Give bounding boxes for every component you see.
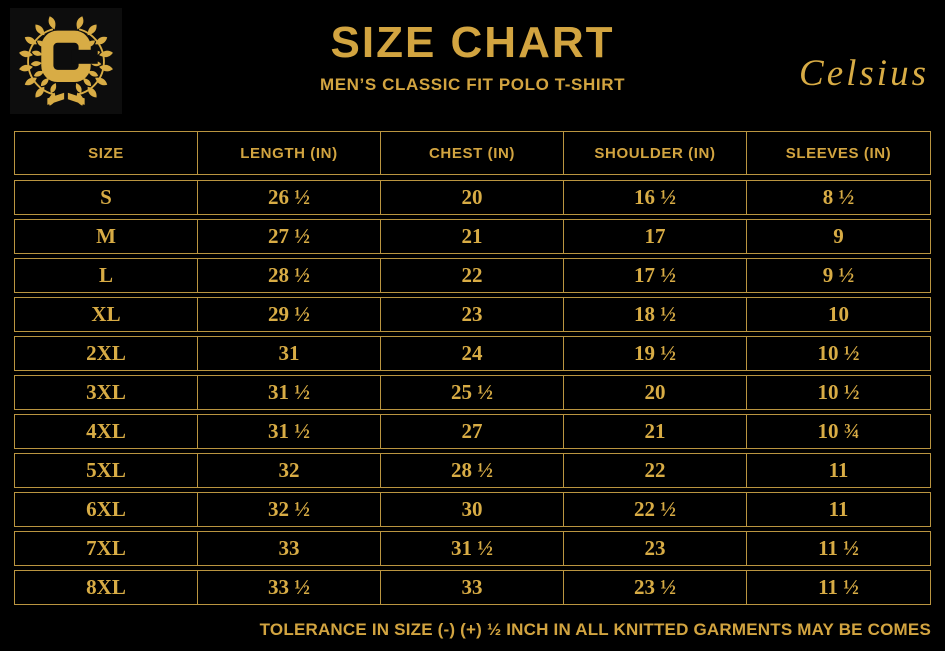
size-cell: XL <box>15 298 198 331</box>
page-subtitle: MEN’S CLASSIC FIT POLO T-SHIRT <box>319 75 626 95</box>
chest-cell: 28 ½ <box>381 454 564 487</box>
chest-cell: 20 <box>381 181 564 214</box>
sleeves-cell: 8 ½ <box>822 185 855 209</box>
table-row: 2XL 31 24 19 ½ 10 ½ <box>14 336 931 371</box>
table-header-row: SIZE LENGTH (IN) CHEST (IN) SHOULDER (IN… <box>14 131 931 175</box>
size-cell: M <box>15 220 198 253</box>
sleeves-cell: 10 ½ <box>817 380 860 404</box>
column-header-size: SIZE <box>15 132 198 174</box>
length-cell: 33 <box>198 532 381 565</box>
chest-cell: 27 <box>381 415 564 448</box>
table-row: 3XL 31 ½ 25 ½ 20 10 ½ <box>14 375 931 410</box>
table-row: 5XL 32 28 ½ 22 11 <box>14 453 931 488</box>
column-header-chest: CHEST (IN) <box>381 132 564 174</box>
shoulder-cell: 22 ½ <box>564 493 747 526</box>
size-cell: 3XL <box>15 376 198 409</box>
page-header: SIZE CHART MEN’S CLASSIC FIT POLO T-SHIR… <box>0 0 945 131</box>
size-cell: L <box>15 259 198 292</box>
length-cell: 31 <box>198 337 381 370</box>
shoulder-cell: 17 <box>564 220 747 253</box>
shoulder-cell: 22 <box>564 454 747 487</box>
brand-wordmark: Celsius <box>799 53 929 94</box>
chest-cell: 22 <box>381 259 564 292</box>
size-cell: S <box>15 181 198 214</box>
length-cell: 31 ½ <box>198 415 381 448</box>
length-cell: 29 ½ <box>198 298 381 331</box>
shoulder-cell: 17 ½ <box>564 259 747 292</box>
length-cell: 27 ½ <box>198 220 381 253</box>
chest-cell: 30 <box>381 493 564 526</box>
length-cell: 26 ½ <box>198 181 381 214</box>
chest-cell: 24 <box>381 337 564 370</box>
brand-logo <box>10 8 122 114</box>
shoulder-cell: 21 <box>564 415 747 448</box>
length-cell: 32 <box>198 454 381 487</box>
sleeves-cell: 10 ¾ <box>817 419 860 443</box>
table-row: XL 29 ½ 23 18 ½ 10 <box>14 297 931 332</box>
chest-cell: 31 ½ <box>381 532 564 565</box>
sleeves-cell: 10 <box>828 302 849 326</box>
table-row: 4XL 31 ½ 27 21 10 ¾ <box>14 414 931 449</box>
length-cell: 31 ½ <box>198 376 381 409</box>
table-row: S 26 ½ 20 16 ½ 8 ½ <box>14 180 931 215</box>
size-chart-table: SIZE LENGTH (IN) CHEST (IN) SHOULDER (IN… <box>14 131 931 605</box>
table-body: S 26 ½ 20 16 ½ 8 ½ M 27 ½ 21 17 9 L 28 ½… <box>14 180 931 605</box>
chest-cell: 23 <box>381 298 564 331</box>
shoulder-cell: 19 ½ <box>564 337 747 370</box>
shoulder-cell: 23 ½ <box>564 571 747 604</box>
length-cell: 28 ½ <box>198 259 381 292</box>
size-cell: 6XL <box>15 493 198 526</box>
column-header-sleeves: SLEEVES (IN) <box>785 144 892 162</box>
chest-cell: 25 ½ <box>381 376 564 409</box>
shoulder-cell: 16 ½ <box>564 181 747 214</box>
size-cell: 8XL <box>15 571 198 604</box>
chest-cell: 21 <box>381 220 564 253</box>
sleeves-cell: 11 ½ <box>818 536 859 560</box>
column-header-length: LENGTH (IN) <box>198 132 381 174</box>
shoulder-cell: 23 <box>564 532 747 565</box>
table-row: M 27 ½ 21 17 9 <box>14 219 931 254</box>
sleeves-cell: 11 <box>828 497 849 521</box>
column-header-shoulder: SHOULDER (IN) <box>564 132 747 174</box>
sleeves-cell: 11 ½ <box>818 575 859 599</box>
shoulder-cell: 18 ½ <box>564 298 747 331</box>
sleeves-cell: 10 ½ <box>817 341 860 365</box>
tolerance-note: TOLERANCE IN SIZE (-) (+) ½ INCH IN ALL … <box>259 620 931 639</box>
length-cell: 33 ½ <box>198 571 381 604</box>
size-cell: 4XL <box>15 415 198 448</box>
table-row: L 28 ½ 22 17 ½ 9 ½ <box>14 258 931 293</box>
shoulder-cell: 20 <box>564 376 747 409</box>
sleeves-cell: 9 <box>833 224 844 248</box>
length-cell: 32 ½ <box>198 493 381 526</box>
size-cell: 5XL <box>15 454 198 487</box>
table-row: 6XL 32 ½ 30 22 ½ 11 <box>14 492 931 527</box>
chest-cell: 33 <box>381 571 564 604</box>
table-row: 7XL 33 31 ½ 23 11 ½ <box>14 531 931 566</box>
sleeves-cell: 11 <box>828 458 849 482</box>
page-title: SIZE CHART <box>330 18 615 67</box>
size-cell: 7XL <box>15 532 198 565</box>
laurel-wreath-c-monogram-icon <box>19 16 113 106</box>
sleeves-cell: 9 ½ <box>822 263 855 287</box>
size-cell: 2XL <box>15 337 198 370</box>
table-row: 8XL 33 ½ 33 23 ½ 11 ½ <box>14 570 931 605</box>
